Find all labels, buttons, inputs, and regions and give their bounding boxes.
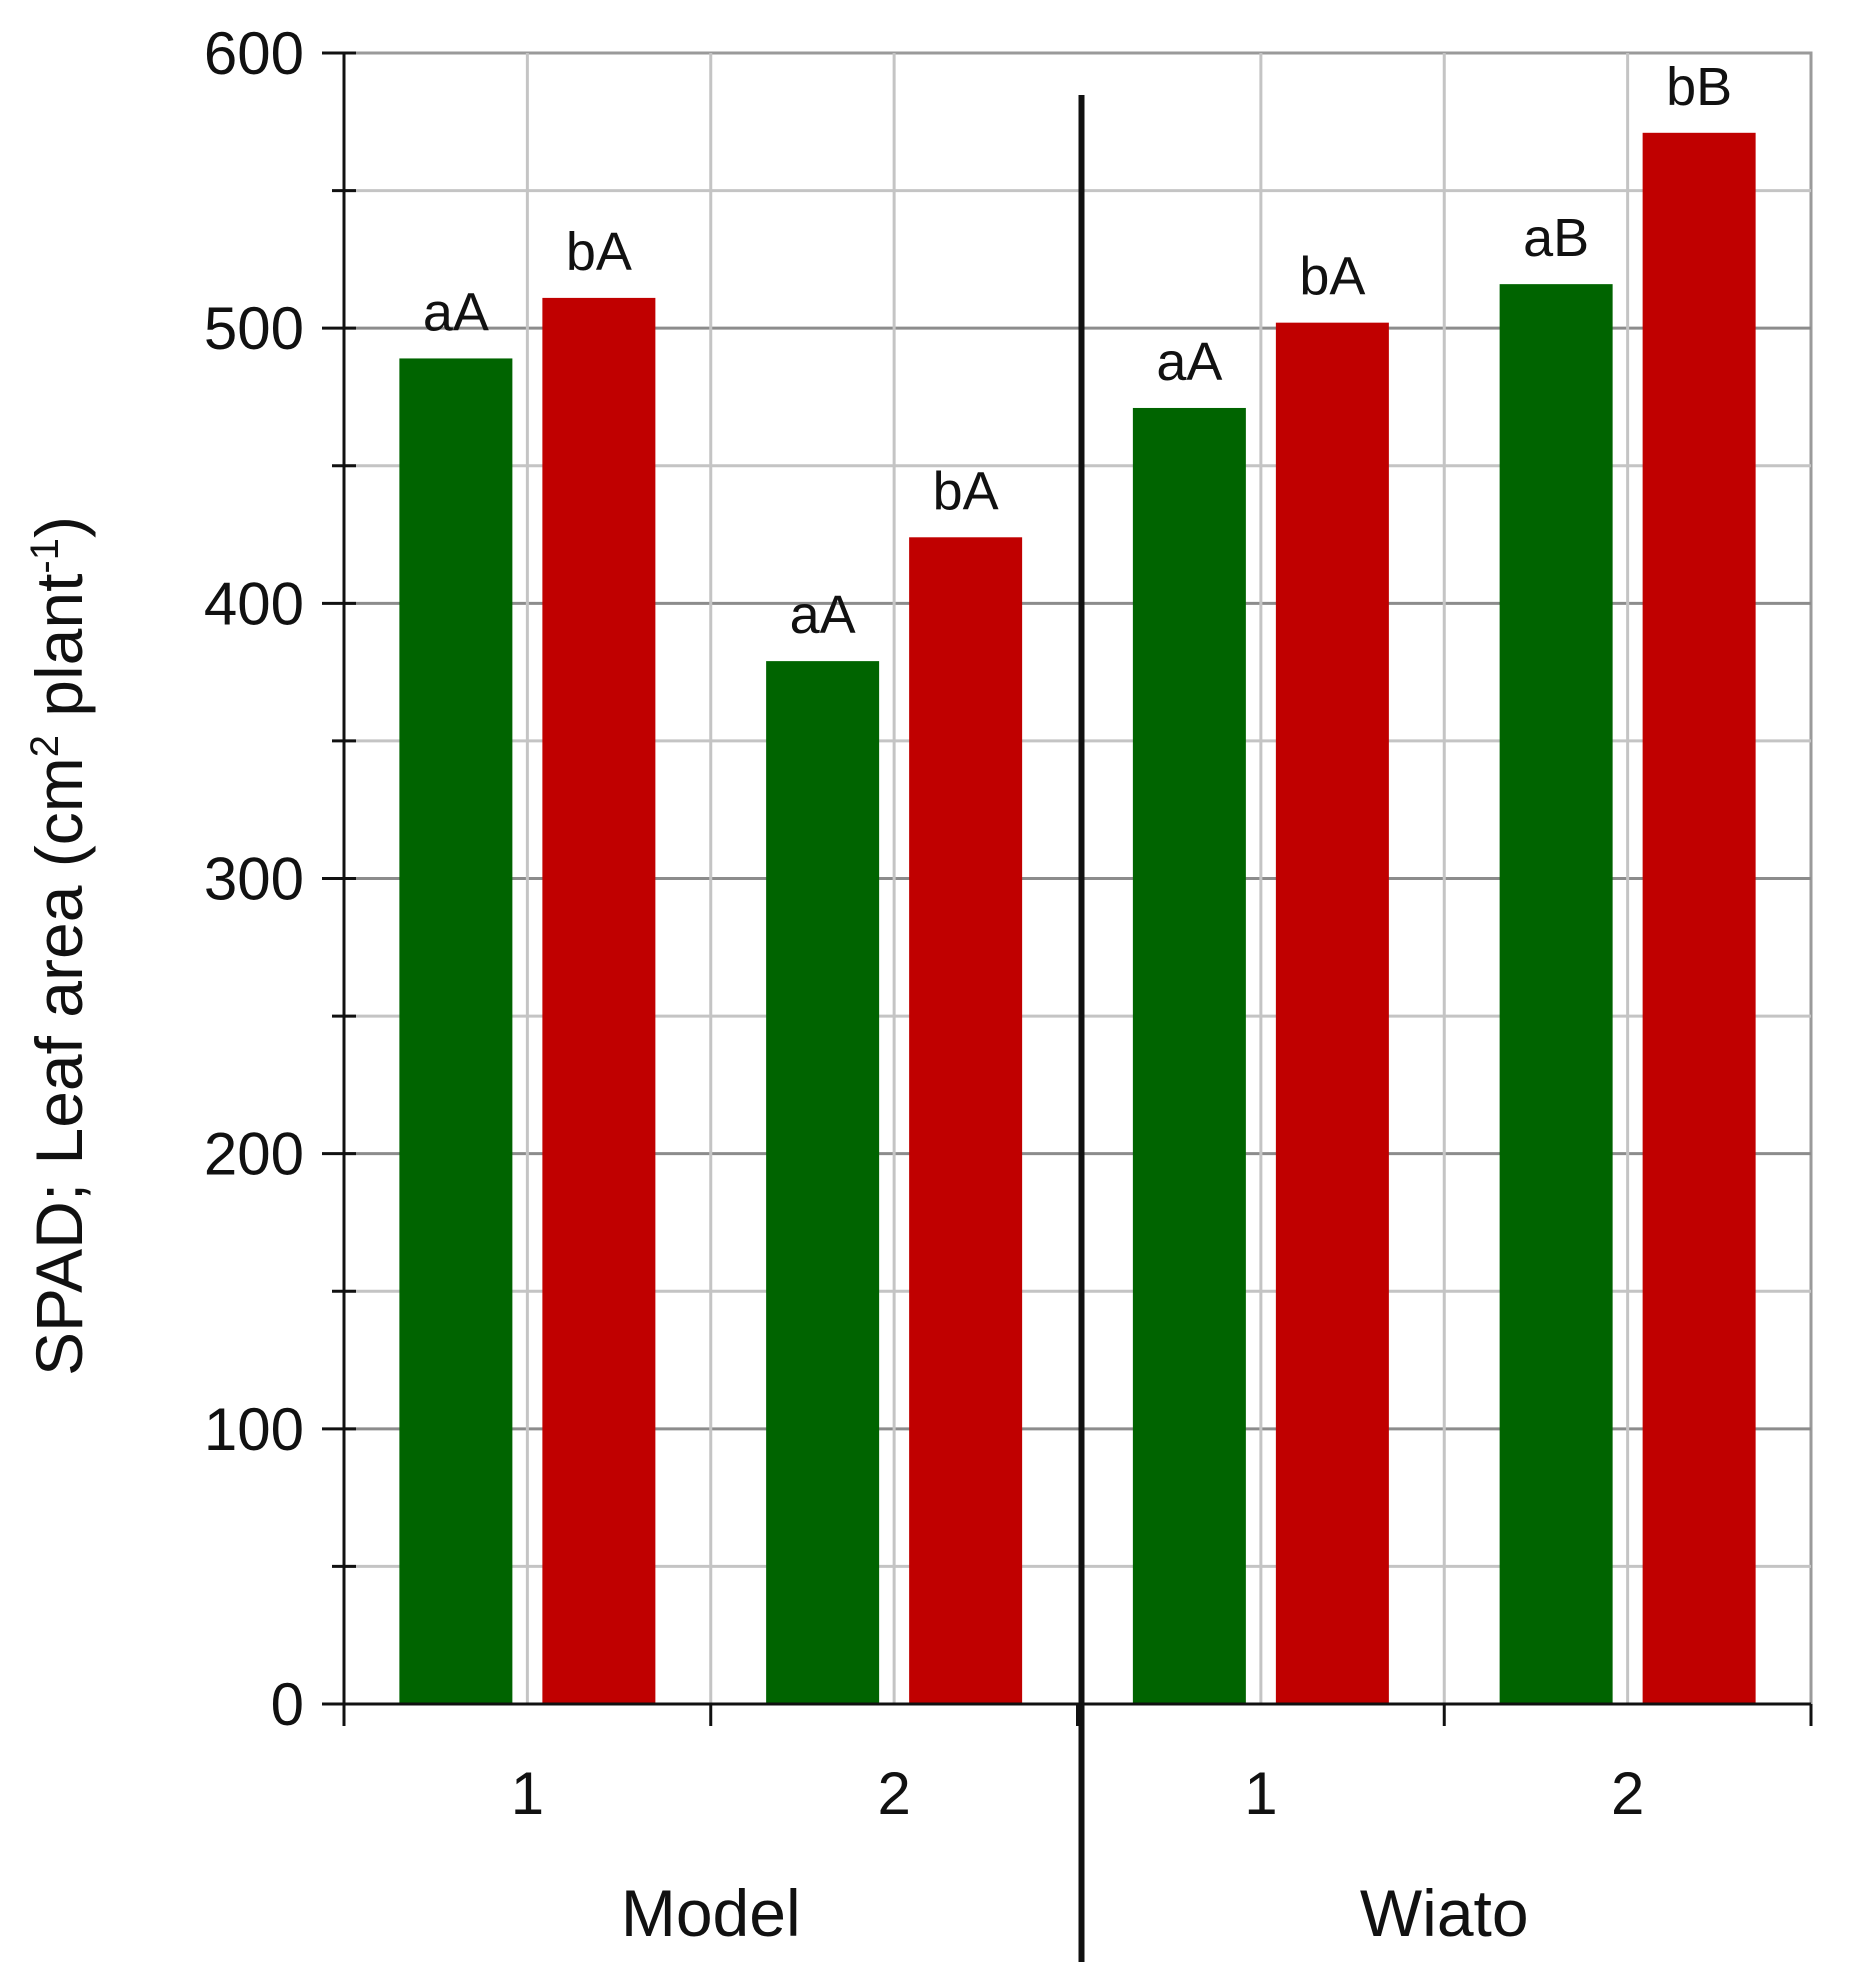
labels: aA aA aA aB bA bA bA bB 0 100 200 300 400 500 600 1 2 1 2 M…: [204, 20, 1732, 1950]
data-label: bB: [1666, 57, 1732, 117]
y-tick-label: 500: [204, 295, 304, 362]
data-label: aB: [1523, 208, 1589, 268]
y-axis-title: SPAD; Leaf area (cm2 plant-1): [22, 516, 96, 1376]
y-tick-label: 300: [204, 846, 304, 913]
data-label: bA: [933, 461, 999, 521]
bar-red-4: [1642, 132, 1756, 1704]
y-tick-label: 100: [204, 1396, 304, 1463]
y-tick-label: 600: [204, 20, 304, 87]
group-label: Model: [621, 1876, 801, 1950]
data-label: aA: [790, 585, 856, 645]
y-tick-label: 400: [204, 570, 304, 637]
x-tick-label: 1: [1244, 1760, 1277, 1827]
bar-red-2: [909, 537, 1023, 1704]
data-label: bA: [566, 222, 632, 282]
bar-green-1: [399, 358, 513, 1704]
group-label: Wiato: [1360, 1876, 1529, 1950]
x-tick-label: 2: [1611, 1760, 1644, 1827]
axes: [322, 51, 1813, 1962]
y-tick-label: 200: [204, 1121, 304, 1188]
bar-red-3: [1275, 322, 1389, 1704]
x-tick-label: 2: [877, 1760, 910, 1827]
y-tick-label: 0: [271, 1671, 304, 1738]
bar-green-4: [1499, 284, 1613, 1704]
data-label: bA: [1299, 247, 1365, 307]
x-tick-label: 1: [511, 1760, 544, 1827]
data-label: aA: [1156, 332, 1222, 392]
bar-green-3: [1132, 407, 1246, 1705]
data-label: aA: [423, 282, 489, 342]
bar-red-1: [542, 297, 656, 1705]
bar-green-2: [766, 661, 880, 1704]
bars: [399, 132, 1756, 1705]
